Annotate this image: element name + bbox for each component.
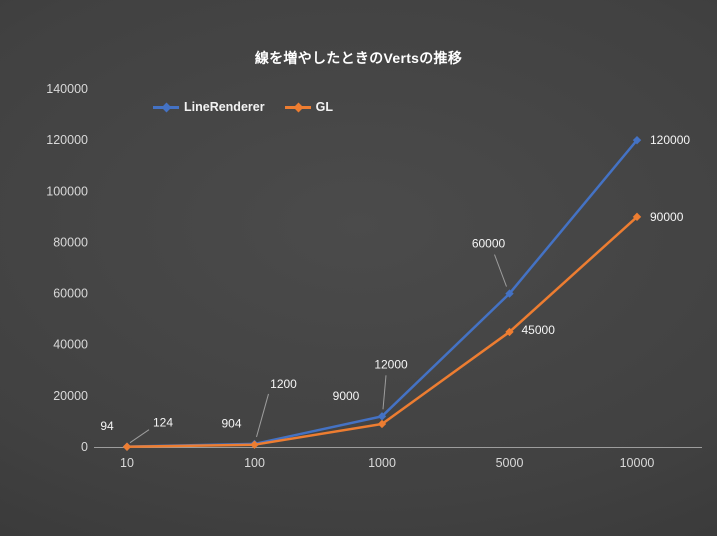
label-leader-line: [256, 393, 269, 438]
legend: LineRenderer GL: [153, 100, 333, 114]
data-label: 124: [153, 416, 173, 430]
y-tick-label: 0: [81, 440, 88, 454]
data-point-marker: [377, 412, 387, 421]
data-label: 60000: [472, 237, 506, 251]
data-point-marker: [505, 289, 514, 298]
legend-item-gl: GL: [284, 100, 333, 114]
legend-line-icon: [284, 105, 311, 109]
y-tick-label: 80000: [53, 235, 88, 249]
data-label: 12000: [374, 357, 408, 371]
data-label: 1200: [270, 377, 297, 391]
legend-label: GL: [315, 100, 333, 114]
y-tick-label: 120000: [46, 133, 88, 147]
data-point-marker: [505, 327, 514, 337]
x-tick-label: 1000: [368, 456, 396, 470]
data-point-marker: [632, 212, 642, 222]
data-point-marker: [122, 442, 132, 451]
legend-label: LineRenderer: [184, 100, 265, 114]
data-point-marker: [377, 419, 387, 429]
y-tick-label: 20000: [53, 389, 88, 403]
x-tick-label: 5000: [496, 456, 524, 470]
data-label: 45000: [522, 323, 556, 337]
data-label: 904: [221, 417, 241, 431]
data-point-marker: [632, 135, 642, 145]
x-tick-label: 100: [244, 456, 265, 470]
legend-line-icon: [153, 105, 179, 109]
chart-title: 線を増やしたときのVertsの推移: [254, 50, 463, 66]
data-label: 9000: [333, 389, 360, 403]
series-line-linerenderer: [125, 138, 639, 448]
x-tick-label: 10: [120, 456, 134, 470]
y-tick-label: 100000: [46, 184, 88, 198]
x-tick-label: 10000: [620, 456, 655, 470]
y-tick-label: 60000: [53, 287, 88, 301]
data-label: 120000: [650, 133, 690, 147]
label-leader-line: [129, 429, 150, 444]
legend-item-linerenderer: LineRenderer: [153, 100, 265, 114]
label-leader-line: [382, 375, 387, 410]
y-tick-label: 40000: [53, 338, 88, 352]
data-label: 94: [100, 419, 114, 433]
data-point-marker: [250, 440, 259, 449]
y-tick-label: 140000: [46, 82, 88, 96]
data-label: 90000: [650, 210, 684, 224]
label-leader-line: [494, 254, 507, 287]
